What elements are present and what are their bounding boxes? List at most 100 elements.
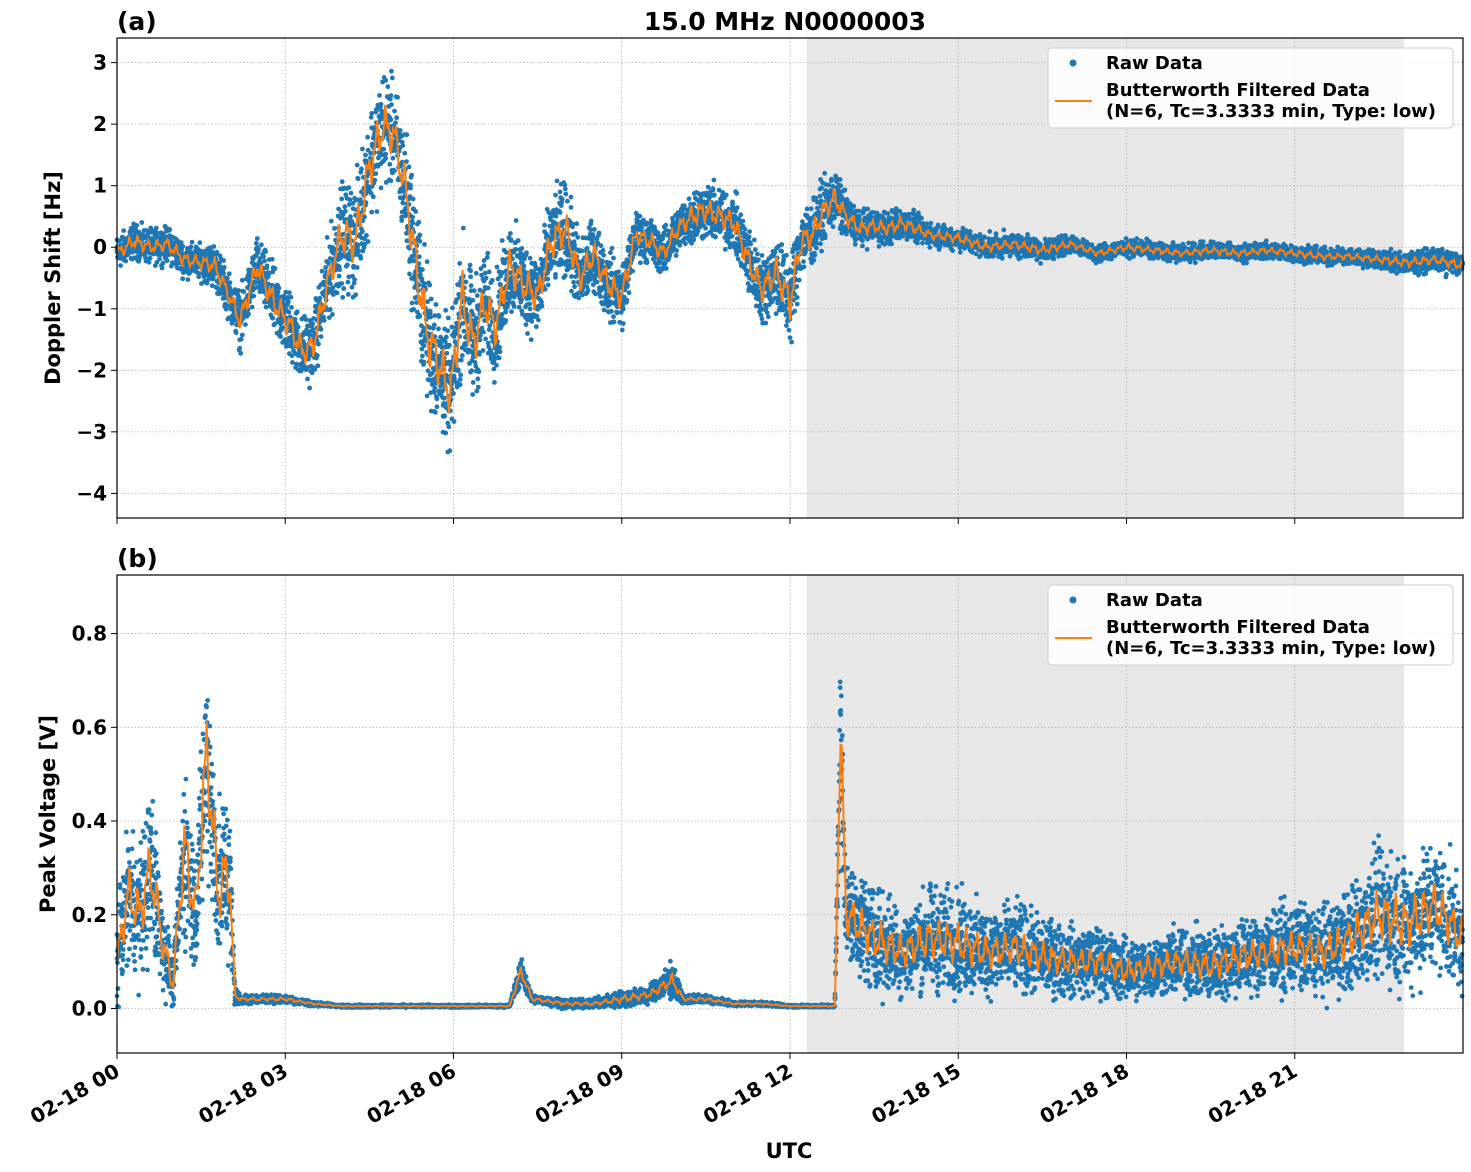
raw-point (608, 261, 614, 267)
raw-point (575, 234, 581, 240)
raw-point (395, 94, 400, 100)
raw-point (339, 179, 345, 185)
raw-point (345, 279, 351, 285)
raw-point (407, 271, 412, 277)
raw-point (154, 259, 160, 265)
raw-point (254, 236, 260, 241)
raw-point (354, 265, 360, 270)
raw-point (509, 309, 514, 315)
raw-point (523, 322, 529, 327)
raw-point (483, 336, 488, 342)
raw-point (513, 218, 519, 223)
raw-point (565, 198, 570, 204)
raw-point (164, 258, 170, 264)
raw-point (346, 292, 351, 297)
raw-point (620, 306, 626, 312)
raw-point (483, 275, 489, 281)
raw-point (826, 182, 832, 188)
raw-point (470, 380, 476, 385)
raw-point (562, 186, 568, 192)
raw-point (402, 150, 408, 156)
raw-point (745, 268, 750, 274)
raw-point (188, 244, 194, 250)
raw-point (154, 230, 160, 236)
raw-point (723, 192, 729, 198)
raw-point (147, 255, 153, 261)
raw-point (427, 282, 433, 288)
raw-point (473, 270, 479, 276)
raw-point (209, 283, 215, 289)
raw-point (524, 250, 529, 256)
raw-point (233, 330, 239, 336)
raw-point (553, 192, 558, 198)
raw-point (860, 243, 865, 249)
raw-point (196, 274, 202, 280)
raw-point (630, 268, 635, 274)
raw-point (559, 196, 565, 202)
raw-point (443, 307, 449, 313)
raw-point (369, 209, 375, 215)
raw-point (327, 281, 333, 287)
raw-point (417, 232, 423, 238)
raw-point (616, 269, 621, 275)
raw-point (673, 253, 679, 258)
raw-point (307, 385, 312, 391)
raw-point (625, 284, 630, 289)
raw-point (387, 161, 393, 167)
raw-point (157, 256, 162, 262)
raw-point (585, 287, 591, 293)
raw-point (611, 319, 617, 325)
raw-point (259, 242, 264, 248)
raw-point (400, 200, 406, 206)
raw-point (503, 318, 509, 323)
raw-point (609, 308, 614, 314)
raw-point (445, 315, 451, 321)
raw-point (455, 367, 461, 373)
raw-point (470, 297, 476, 303)
raw-point (508, 231, 513, 236)
raw-point (262, 258, 267, 264)
raw-point (452, 376, 457, 382)
raw-point (787, 335, 793, 340)
raw-point (519, 246, 525, 251)
raw-point (572, 284, 577, 290)
raw-point (729, 233, 735, 239)
raw-point (276, 285, 282, 291)
raw-point (473, 315, 479, 321)
raw-point (620, 321, 626, 326)
raw-point (180, 243, 186, 249)
raw-point (294, 309, 300, 315)
raw-point (410, 220, 415, 226)
raw-point (596, 230, 602, 236)
raw-point (832, 215, 837, 221)
raw-point (445, 328, 451, 334)
raw-point (779, 248, 785, 254)
raw-point (842, 187, 848, 193)
raw-point (587, 277, 593, 282)
raw-point (463, 279, 469, 285)
raw-point (588, 218, 594, 224)
raw-point (801, 259, 806, 264)
raw-point (433, 302, 439, 307)
raw-point (598, 294, 603, 299)
raw-point (885, 211, 891, 216)
raw-point (365, 239, 371, 244)
raw-point (865, 206, 871, 212)
raw-point (447, 448, 453, 454)
raw-point (764, 310, 770, 315)
raw-point (185, 277, 191, 282)
raw-point (796, 277, 802, 283)
raw-point (238, 351, 244, 356)
raw-point (272, 266, 278, 271)
raw-point (410, 196, 416, 202)
raw-point (328, 218, 334, 224)
raw-point (814, 245, 819, 251)
raw-point (269, 256, 275, 262)
raw-point (224, 275, 230, 281)
raw-point (756, 257, 761, 263)
raw-point (619, 327, 625, 333)
raw-point (784, 323, 789, 328)
raw-point (381, 146, 386, 152)
raw-point (511, 304, 517, 309)
raw-point (353, 292, 359, 298)
